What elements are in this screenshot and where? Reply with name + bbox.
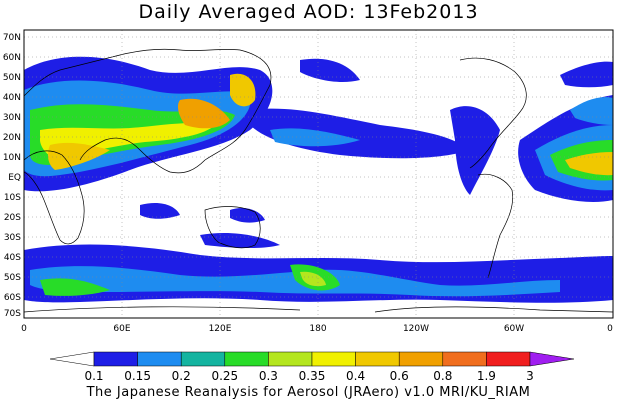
lon-tick-label: 120W [403, 324, 429, 334]
lat-tick-label: 40S [4, 253, 21, 263]
colorbar-swatch [355, 351, 400, 367]
colorbar-swatch [529, 351, 575, 367]
colorbar-swatch [93, 351, 138, 367]
lat-tick-label: 70S [4, 309, 21, 319]
colorbar-label: 0.15 [124, 369, 151, 383]
lat-tick-label: 50N [3, 73, 21, 83]
colorbar-label: 1.9 [477, 369, 496, 383]
lon-tick-label: 60W [504, 324, 524, 334]
colorbar-label: 0.4 [346, 369, 365, 383]
lat-tick-label: 20S [4, 213, 21, 223]
lat-tick-label: 60S [4, 293, 21, 303]
lat-tick-label: 30N [3, 113, 21, 123]
lat-tick-label: 10S [4, 193, 21, 203]
colorbar-label: 0.1 [84, 369, 103, 383]
colorbar-swatch [398, 351, 444, 367]
graticule [24, 30, 613, 318]
lon-tick-label: 60E [113, 324, 130, 334]
colorbar-swatch [486, 351, 531, 367]
lon-tick-label: 180 [309, 324, 326, 334]
colorbar-swatch [442, 351, 487, 367]
map-frame [23, 29, 614, 319]
colorbar-swatch [49, 351, 95, 367]
lat-tick-label: 20N [3, 133, 21, 143]
map-title: Daily Averaged AOD: 13Feb2013 [138, 1, 479, 23]
lon-tick-label: 0 [21, 324, 27, 334]
colorbar-swatch [311, 351, 356, 367]
lon-tick-label: 120E [209, 324, 232, 334]
latitude-axis: 70N 60N 50N 40N 30N 20N 10N EQ 10S 20S 3… [3, 33, 21, 319]
footer-credit: The Japanese Reanalysis for Aerosol (JRA… [86, 385, 531, 400]
colorbar: 0.1 0.15 0.2 0.25 0.3 0.35 0.4 0.6 0.8 1… [49, 351, 575, 383]
coastlines [24, 48, 613, 313]
aod-field [24, 56, 613, 303]
lat-tick-label: 10N [3, 153, 21, 163]
lat-tick-label: 70N [3, 33, 21, 43]
lat-tick-label: 50S [4, 273, 21, 283]
colorbar-swatch [224, 351, 269, 367]
colorbar-label: 0.8 [433, 369, 452, 383]
lon-tick-label: 0 [607, 324, 613, 334]
colorbar-label: 0.35 [299, 369, 326, 383]
longitude-axis: 0 60E 120E 180 120W 60W 0 [21, 324, 613, 334]
colorbar-label: 3 [526, 369, 534, 383]
colorbar-swatch [268, 351, 313, 367]
colorbar-label: 0.2 [172, 369, 191, 383]
colorbar-label: 0.6 [390, 369, 409, 383]
colorbar-label: 0.25 [211, 369, 238, 383]
colorbar-swatch [137, 351, 182, 367]
lat-tick-label: 30S [4, 233, 21, 243]
lat-tick-label: 40N [3, 93, 21, 103]
lat-tick-label: EQ [8, 173, 21, 183]
colorbar-swatch [180, 351, 226, 367]
colorbar-label: 0.3 [259, 369, 278, 383]
lat-tick-label: 60N [3, 53, 21, 63]
